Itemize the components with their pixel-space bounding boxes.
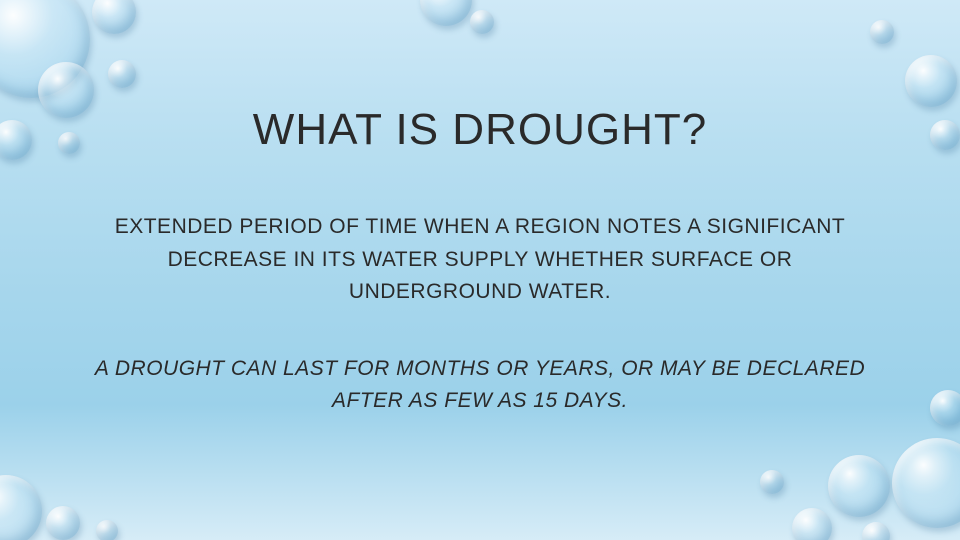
slide-title: WHAT IS DROUGHT? xyxy=(253,105,707,155)
slide-content: WHAT IS DROUGHT? EXTENDED PERIOD OF TIME… xyxy=(0,0,960,540)
slide-paragraph-1: EXTENDED PERIOD OF TIME WHEN A REGION NO… xyxy=(90,211,870,309)
slide-paragraph-2: A DROUGHT CAN LAST FOR MONTHS OR YEARS, … xyxy=(70,353,890,418)
